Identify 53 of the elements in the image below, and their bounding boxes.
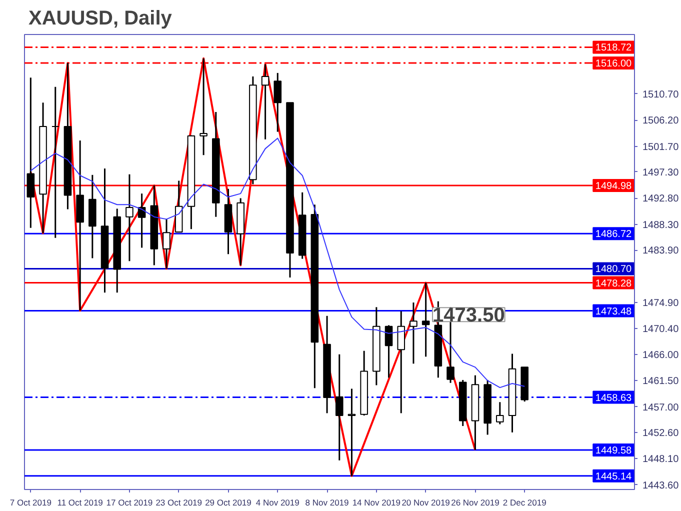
candlestick	[335, 354, 344, 462]
ref-line-label: 1449.58	[595, 446, 632, 456]
y-tick-label: 1483.90	[642, 246, 680, 257]
y-tick-label: 1501.70	[642, 142, 680, 153]
candlestick	[162, 218, 170, 270]
x-tick-label: 29 Oct 2019	[205, 498, 252, 508]
candlestick	[384, 324, 393, 378]
ref-line-label: 1480.70	[595, 264, 632, 276]
x-tick-label: 8 Nov 2019	[305, 498, 350, 508]
y-tick-label: 1452.60	[642, 428, 680, 439]
chart-title: XAUUSD, Daily	[28, 8, 173, 30]
x-tick-label: 20 Nov 2019	[402, 498, 450, 508]
ref-line-label: 1458.63	[595, 392, 632, 404]
x-tick-label: 2 Dec 2019	[502, 498, 547, 508]
x-tick-label: 23 Oct 2019	[156, 498, 202, 508]
x-tick-label: 26 Nov 2019	[451, 498, 500, 508]
ref-line-label: 1518.72	[595, 42, 632, 54]
y-tick-label: 1466.00	[642, 350, 680, 361]
ref-line-label: 1494.98	[595, 181, 632, 192]
y-tick-label: 1488.30	[642, 220, 680, 231]
x-tick-label: 11 Oct 2019	[57, 498, 104, 508]
annotation: 1473.50	[432, 304, 505, 327]
candlestick	[26, 76, 35, 229]
x-tick-label: 17 Oct 2019	[106, 498, 153, 508]
candlestick	[397, 310, 406, 414]
candlestick	[410, 302, 418, 364]
candlestick	[422, 282, 430, 358]
candlestick	[126, 174, 134, 262]
ref-line-label: 1516.00	[595, 58, 632, 70]
y-tick-label: 1492.80	[642, 194, 680, 205]
y-tick-label: 1443.60	[642, 480, 680, 492]
x-tick-label: 7 Oct 2019	[10, 498, 52, 508]
ref-line-label: 1473.48	[595, 306, 632, 318]
x-tick-label: 14 Nov 2019	[352, 498, 401, 508]
y-tick-label: 1474.90	[642, 298, 680, 309]
y-tick-label: 1497.30	[642, 167, 680, 178]
candlestick	[200, 58, 208, 156]
line-series	[30, 138, 526, 388]
candlestick	[348, 388, 356, 477]
ref-line-label: 1486.72	[595, 229, 632, 240]
y-tick-label: 1448.10	[642, 454, 680, 466]
ref-line-label: 1445.14	[595, 471, 632, 482]
y-tick-label: 1510.70	[642, 89, 680, 100]
candlestick	[274, 72, 282, 133]
ref-line-label: 1478.28	[595, 278, 632, 290]
y-tick-label: 1457.00	[642, 402, 680, 414]
candlestick	[51, 86, 60, 239]
y-tick-label: 1506.20	[642, 116, 680, 127]
x-tick-label: 4 Nov 2019	[256, 498, 300, 508]
candlestick	[496, 401, 504, 425]
y-tick-label: 1470.40	[642, 324, 680, 336]
candlestick	[261, 63, 270, 140]
y-tick-label: 1461.50	[642, 376, 680, 388]
